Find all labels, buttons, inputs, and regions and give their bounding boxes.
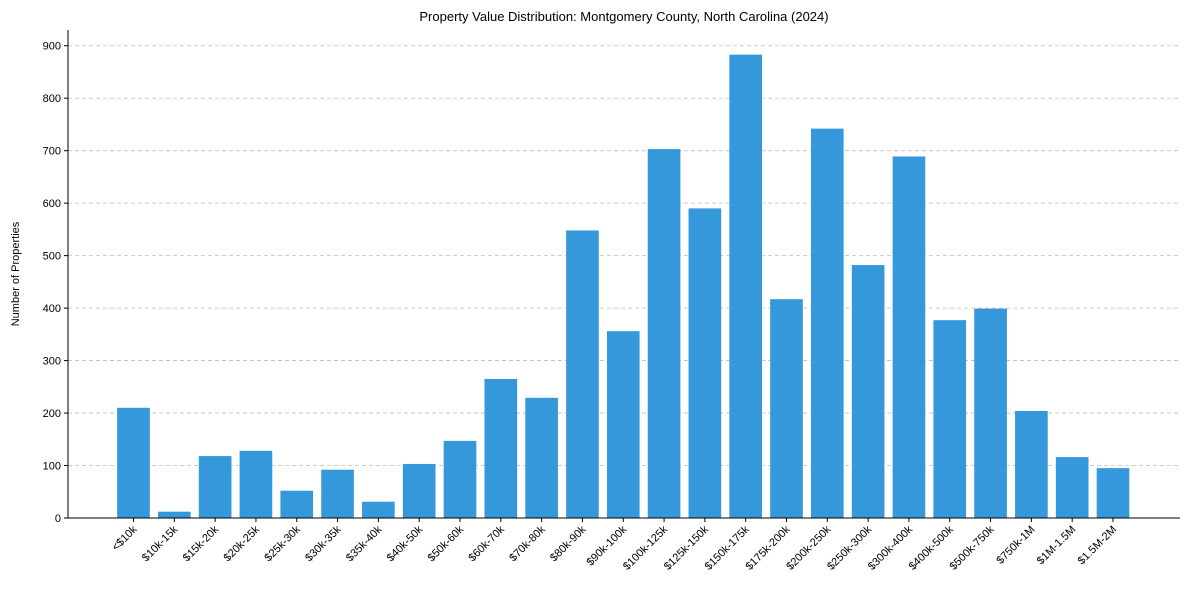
x-tick-label: $1.5M-2M <box>1076 524 1120 568</box>
y-tick-label: 900 <box>43 41 61 53</box>
bar <box>606 331 640 518</box>
bar <box>851 265 885 518</box>
bar <box>239 450 273 518</box>
grid-lines <box>68 45 1180 466</box>
x-tick-label: $50k-60k <box>426 523 467 564</box>
x-tick-label: $10k-15k <box>140 523 181 564</box>
bar <box>362 501 395 518</box>
x-tick-label: $80k-90k <box>548 523 589 564</box>
x-tick-label: $500k-750k <box>948 523 997 572</box>
bar <box>402 463 436 518</box>
x-tick-label: $40k-50k <box>385 523 426 564</box>
y-tick-label: 100 <box>43 461 61 473</box>
bar <box>810 128 844 518</box>
bar <box>117 407 150 518</box>
y-tick-label: 500 <box>43 251 61 263</box>
x-tick-label: $1M-1.5M <box>1035 524 1079 568</box>
bar <box>770 299 803 518</box>
x-tick-label: $750k-1M <box>994 524 1037 567</box>
x-tick-label: $60k-70k <box>466 523 507 564</box>
y-axis-ticks: 0 100 200 300 400 500 600 700 800 900 <box>43 41 68 525</box>
y-tick-label: 400 <box>43 303 61 315</box>
bar <box>484 378 518 518</box>
x-tick-label: $70k-80k <box>507 523 548 564</box>
bar <box>280 490 314 518</box>
x-tick-label: $15k-20k <box>181 523 222 564</box>
bar <box>198 456 232 518</box>
y-tick-label: 300 <box>43 356 61 368</box>
bar <box>647 149 681 518</box>
bar <box>157 511 191 518</box>
y-tick-label: 800 <box>43 93 61 105</box>
x-tick-label: <$10k <box>110 523 140 553</box>
x-tick-label: $30k-35k <box>303 523 344 564</box>
bar <box>525 397 558 518</box>
bar <box>729 54 763 519</box>
y-tick-label: 0 <box>55 513 61 525</box>
y-tick-label: 200 <box>43 408 61 420</box>
y-tick-label: 600 <box>43 198 61 210</box>
bar <box>443 440 477 518</box>
x-tick-label: $35k-40k <box>344 523 385 564</box>
bars <box>117 54 1130 519</box>
bar <box>974 308 1007 518</box>
x-tick-label: $25k-30k <box>262 523 303 564</box>
bar <box>933 320 967 518</box>
bar <box>1096 468 1130 518</box>
bar <box>892 156 926 519</box>
x-axis-ticks: <$10k $10k-15k $15k-20k $20k-25k $25k-30k $30… <box>110 518 1119 573</box>
x-tick-label: $20k-25k <box>222 523 263 564</box>
y-axis-label: Number of Properties <box>10 221 22 326</box>
y-tick-label: 700 <box>43 146 61 158</box>
bar <box>1015 410 1048 518</box>
bar <box>566 230 599 518</box>
bar <box>1055 457 1089 518</box>
chart-title: Property Value Distribution: Montgomery … <box>419 9 828 24</box>
bar <box>321 469 354 518</box>
bar <box>688 208 722 518</box>
